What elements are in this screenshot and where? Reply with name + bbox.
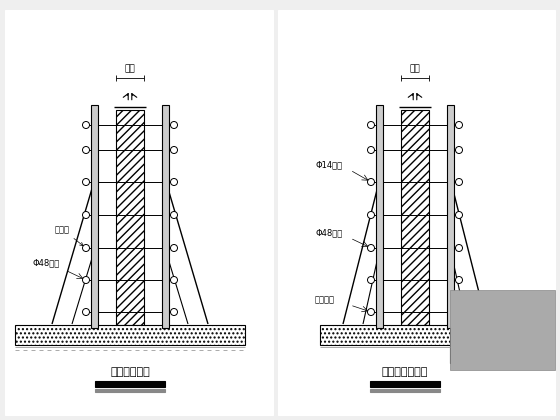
Text: 墙厘: 墙厘	[409, 64, 421, 73]
Circle shape	[455, 178, 463, 186]
Text: 上水环: 上水环	[55, 225, 83, 246]
Circle shape	[455, 309, 463, 315]
Circle shape	[82, 178, 90, 186]
Circle shape	[170, 178, 178, 186]
Circle shape	[455, 147, 463, 153]
Circle shape	[367, 212, 375, 218]
Text: 偈壁模板大样: 偈壁模板大样	[110, 367, 150, 377]
Bar	[376, 105, 383, 328]
Bar	[401, 110, 429, 325]
Bar	[447, 105, 454, 328]
Text: Φ14螺栏: Φ14螺栏	[315, 160, 342, 169]
Circle shape	[82, 212, 90, 218]
Circle shape	[82, 276, 90, 284]
Circle shape	[170, 212, 178, 218]
Bar	[116, 110, 144, 325]
Circle shape	[367, 178, 375, 186]
Bar	[370, 389, 440, 392]
Text: Φ48钉管: Φ48钉管	[32, 258, 59, 267]
Bar	[95, 381, 165, 387]
Circle shape	[367, 147, 375, 153]
Bar	[370, 381, 440, 387]
Bar	[320, 325, 510, 345]
Circle shape	[170, 147, 178, 153]
Circle shape	[367, 276, 375, 284]
Circle shape	[170, 309, 178, 315]
Circle shape	[455, 244, 463, 252]
Circle shape	[367, 244, 375, 252]
Circle shape	[82, 121, 90, 129]
Circle shape	[82, 309, 90, 315]
Text: Φ48钉管: Φ48钉管	[315, 228, 342, 237]
Circle shape	[82, 244, 90, 252]
Text: 预埋居管: 预埋居管	[315, 295, 335, 304]
Text: 墙厘: 墙厘	[125, 64, 136, 73]
Bar	[450, 290, 555, 370]
Bar	[5, 10, 273, 415]
Bar	[15, 325, 245, 345]
Text: 剥力墙模板大样: 剥力墙模板大样	[382, 367, 428, 377]
Circle shape	[170, 276, 178, 284]
Bar	[95, 389, 165, 392]
Circle shape	[367, 309, 375, 315]
Circle shape	[367, 121, 375, 129]
Circle shape	[82, 147, 90, 153]
Circle shape	[170, 244, 178, 252]
Circle shape	[170, 121, 178, 129]
Circle shape	[455, 121, 463, 129]
Circle shape	[455, 212, 463, 218]
Bar	[450, 325, 515, 363]
Circle shape	[455, 276, 463, 284]
Bar	[278, 10, 555, 415]
Bar	[162, 105, 169, 328]
Bar	[91, 105, 98, 328]
